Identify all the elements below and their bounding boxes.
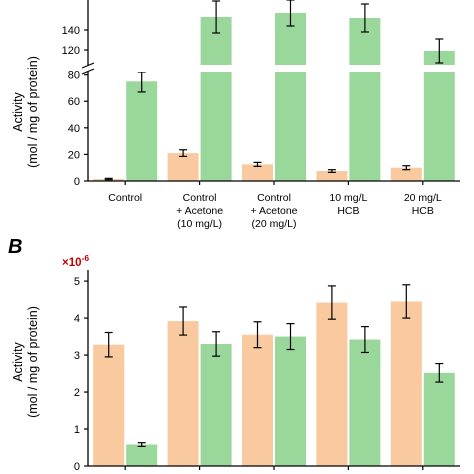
y-tick-label-b-0: 0 xyxy=(74,461,80,473)
y-axis-label-a: Activity(mol / mg of protein) xyxy=(11,56,40,168)
axis-break-mark-lower xyxy=(81,68,95,75)
y-tick-label-b-3: 3 xyxy=(74,350,80,362)
bar-b-0-1 xyxy=(167,321,199,466)
y-axis-label-a-line-1: (mol / mg of protein) xyxy=(26,56,40,168)
y-axis-label-b-line-0: Activity xyxy=(11,341,25,381)
y-axis-label-b: Activity(mol / mg of protein) xyxy=(11,306,40,418)
y-axis-label-a-line-0: Activity xyxy=(11,91,25,131)
panel-label-b: B xyxy=(8,236,22,258)
bar-a-0-4 xyxy=(390,167,422,181)
y-tick-label-b-2: 2 xyxy=(74,387,80,399)
bar-a-0-3 xyxy=(316,171,348,181)
y-tick-label-a-2: 40 xyxy=(68,123,80,135)
category-label-1-line-0: Control xyxy=(183,192,217,204)
axis-break-mark-upper xyxy=(81,62,95,69)
y-tick-label-a-1: 20 xyxy=(68,149,80,161)
y-tick-label-b-1: 1 xyxy=(74,424,80,436)
category-label-1-line-2: (10 mg/L) xyxy=(177,218,222,230)
y-axis-exponent: ×10-6 xyxy=(62,253,89,269)
bar-b-0-3 xyxy=(316,302,348,466)
category-label-4-line-1: HCB xyxy=(412,205,434,217)
bar-b-0-0 xyxy=(93,344,125,466)
bar-b-1-4 xyxy=(423,372,455,466)
y-axis-label-b-line-1: (mol / mg of protein) xyxy=(26,306,40,418)
bar-a-1-2 xyxy=(275,13,306,181)
category-label-2-line-2: (20 mg/L) xyxy=(252,218,297,230)
bar-a-0-2 xyxy=(242,164,273,181)
bar-a-1-3 xyxy=(349,18,381,181)
category-label-1: Control + Acetone (10 mg/L) xyxy=(176,192,223,230)
axis-break-gap xyxy=(84,65,464,72)
category-label-3-line-0: 10 mg/L xyxy=(329,192,367,204)
bar-b-1-0 xyxy=(126,444,158,466)
bar-b-0-4 xyxy=(390,301,422,466)
bar-b-1-2 xyxy=(275,336,306,466)
category-label-3: 10 mg/L HCB xyxy=(329,192,367,217)
category-label-3-line-1: HCB xyxy=(337,205,359,217)
bar-a-1-4 xyxy=(423,51,455,181)
category-label-1-line-1: + Acetone xyxy=(176,205,223,217)
y-tick-label-a-5: 120 xyxy=(62,45,80,57)
y-tick-label-b-4: 4 xyxy=(74,313,80,325)
chart-a: 0 20 40 60 80 120 140 Activity(mol / mg of prot… xyxy=(11,0,464,230)
y-tick-label-a-3: 60 xyxy=(68,96,80,108)
category-label-0: Control xyxy=(108,192,142,204)
y-axis-exponent-power: -6 xyxy=(82,253,90,263)
category-label-4-line-0: 20 mg/L xyxy=(404,192,442,204)
category-label-2-line-0: Control xyxy=(257,192,291,204)
y-tick-label-a-6: 140 xyxy=(62,25,80,37)
chart-b: 0 1 2 3 4 5 B ×10-6 Activity(mol / mg of protein… xyxy=(8,236,460,473)
category-label-4: 20 mg/L HCB xyxy=(404,192,442,217)
bar-b-1-3 xyxy=(349,339,381,466)
bar-a-0-1 xyxy=(167,153,199,181)
bar-a-1-0 xyxy=(126,81,158,181)
category-label-2: Control + Acetone (20 mg/L) xyxy=(251,192,298,230)
bar-a-1-1 xyxy=(200,17,232,181)
y-tick-label-a-0: 0 xyxy=(74,176,80,188)
y-tick-label-a-4: 80 xyxy=(68,70,80,82)
y-tick-label-b-5: 5 xyxy=(74,276,80,288)
category-label-2-line-1: + Acetone xyxy=(251,205,298,217)
bar-b-0-2 xyxy=(242,334,273,466)
bar-b-1-1 xyxy=(200,343,232,466)
category-label-0-line-0: Control xyxy=(108,192,142,204)
